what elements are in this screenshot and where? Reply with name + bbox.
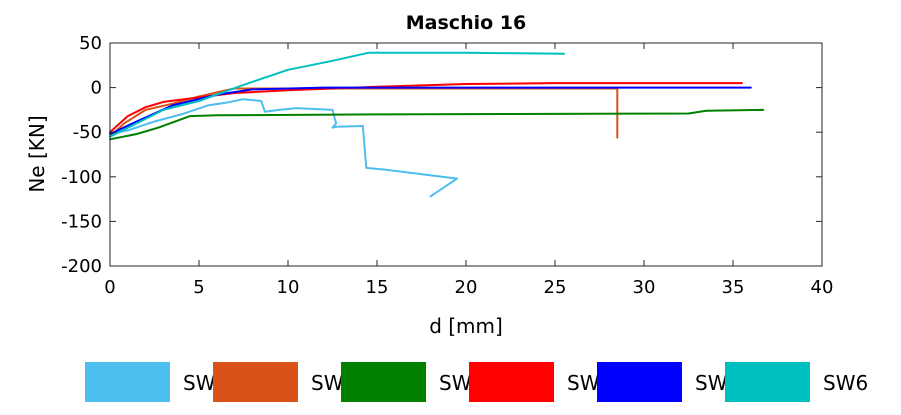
x-tick-label: 25 [544, 277, 567, 298]
y-tick-label: -100 [61, 167, 102, 188]
x-tick-label: 0 [104, 277, 115, 298]
y-tick-label: -150 [61, 211, 102, 232]
chart-title: Maschio 16 [406, 12, 526, 34]
y-tick-label: 0 [91, 78, 102, 99]
x-tick-label: 10 [277, 277, 300, 298]
y-axis-ticks: 50 0 -50 -100 -150 -200 [61, 33, 822, 277]
x-tick-label: 40 [811, 277, 834, 298]
x-axis-label: d [mm] [429, 314, 503, 338]
legend-swatch-sw6 [725, 362, 810, 402]
x-axis-ticks: 0 5 10 15 20 25 30 35 40 [104, 43, 833, 298]
y-tick-label: -200 [61, 256, 102, 277]
legend-swatch-sw3 [341, 362, 426, 402]
legend-swatch-sw4 [469, 362, 554, 402]
x-tick-label: 15 [366, 277, 389, 298]
y-axis-label: Ne [KN] [25, 115, 49, 192]
legend-swatch-sw5 [597, 362, 682, 402]
y-tick-label: -50 [73, 122, 102, 143]
x-tick-label: 5 [193, 277, 204, 298]
series-line-sw6 [109, 51, 565, 138]
series-line-sw5 [109, 86, 752, 135]
x-tick-label: 20 [455, 277, 478, 298]
series-line-sw1 [109, 98, 459, 198]
series-line-sw3 [109, 108, 765, 141]
y-tick-label: 50 [79, 33, 102, 54]
legend-swatch-sw1 [85, 362, 170, 402]
legend-label-sw6: SW6 [823, 371, 868, 395]
x-tick-label: 30 [633, 277, 656, 298]
plot-lines [109, 51, 765, 198]
legend-swatch-sw2 [213, 362, 298, 402]
x-tick-label: 35 [722, 277, 745, 298]
legend: SW1 SW2 SW3 SW4 SW5 SW6 [85, 362, 868, 402]
